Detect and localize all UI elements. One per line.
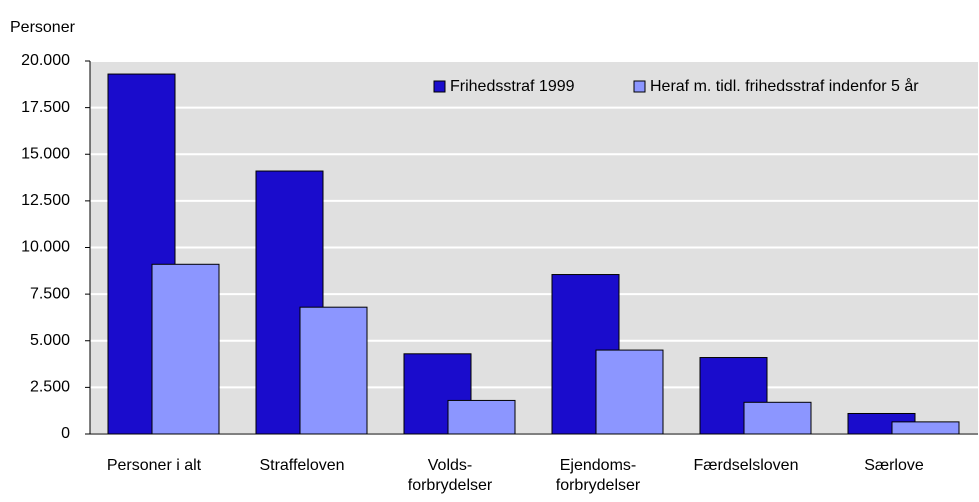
x-tick-label: Personer i alt bbox=[107, 457, 202, 474]
bar bbox=[299, 306, 368, 435]
bar bbox=[595, 349, 664, 435]
y-tick-label: 2.500 bbox=[30, 379, 70, 396]
x-tick-label: Færdselsloven bbox=[694, 457, 799, 474]
y-tick-label: 15.000 bbox=[21, 145, 70, 162]
y-tick-label: 10.000 bbox=[21, 239, 70, 256]
y-tick-label: 20.000 bbox=[21, 52, 70, 69]
y-tick-label: 0 bbox=[61, 425, 70, 442]
bar bbox=[151, 263, 220, 435]
legend-swatch bbox=[433, 80, 446, 93]
x-tick-label: Særlove bbox=[864, 457, 924, 474]
x-tick-label: Ejendoms-forbrydelser bbox=[556, 457, 641, 494]
y-tick-label: 17.500 bbox=[21, 99, 70, 116]
x-tick-label: Volds-forbrydelser bbox=[408, 457, 493, 494]
y-tick-label: 12.500 bbox=[21, 192, 70, 209]
bar bbox=[743, 401, 812, 435]
x-tick-label: Straffeloven bbox=[259, 457, 344, 474]
legend-label: Frihedsstraf 1999 bbox=[450, 78, 575, 95]
y-axis-label: Personer bbox=[10, 19, 76, 36]
bar bbox=[447, 399, 516, 435]
y-tick-label: 7.500 bbox=[30, 285, 70, 302]
bar bbox=[891, 421, 960, 435]
y-tick-label: 5.000 bbox=[30, 332, 70, 349]
legend-swatch bbox=[633, 80, 646, 93]
legend-label: Heraf m. tidl. frihedsstraf indenfor 5 å… bbox=[650, 77, 919, 95]
